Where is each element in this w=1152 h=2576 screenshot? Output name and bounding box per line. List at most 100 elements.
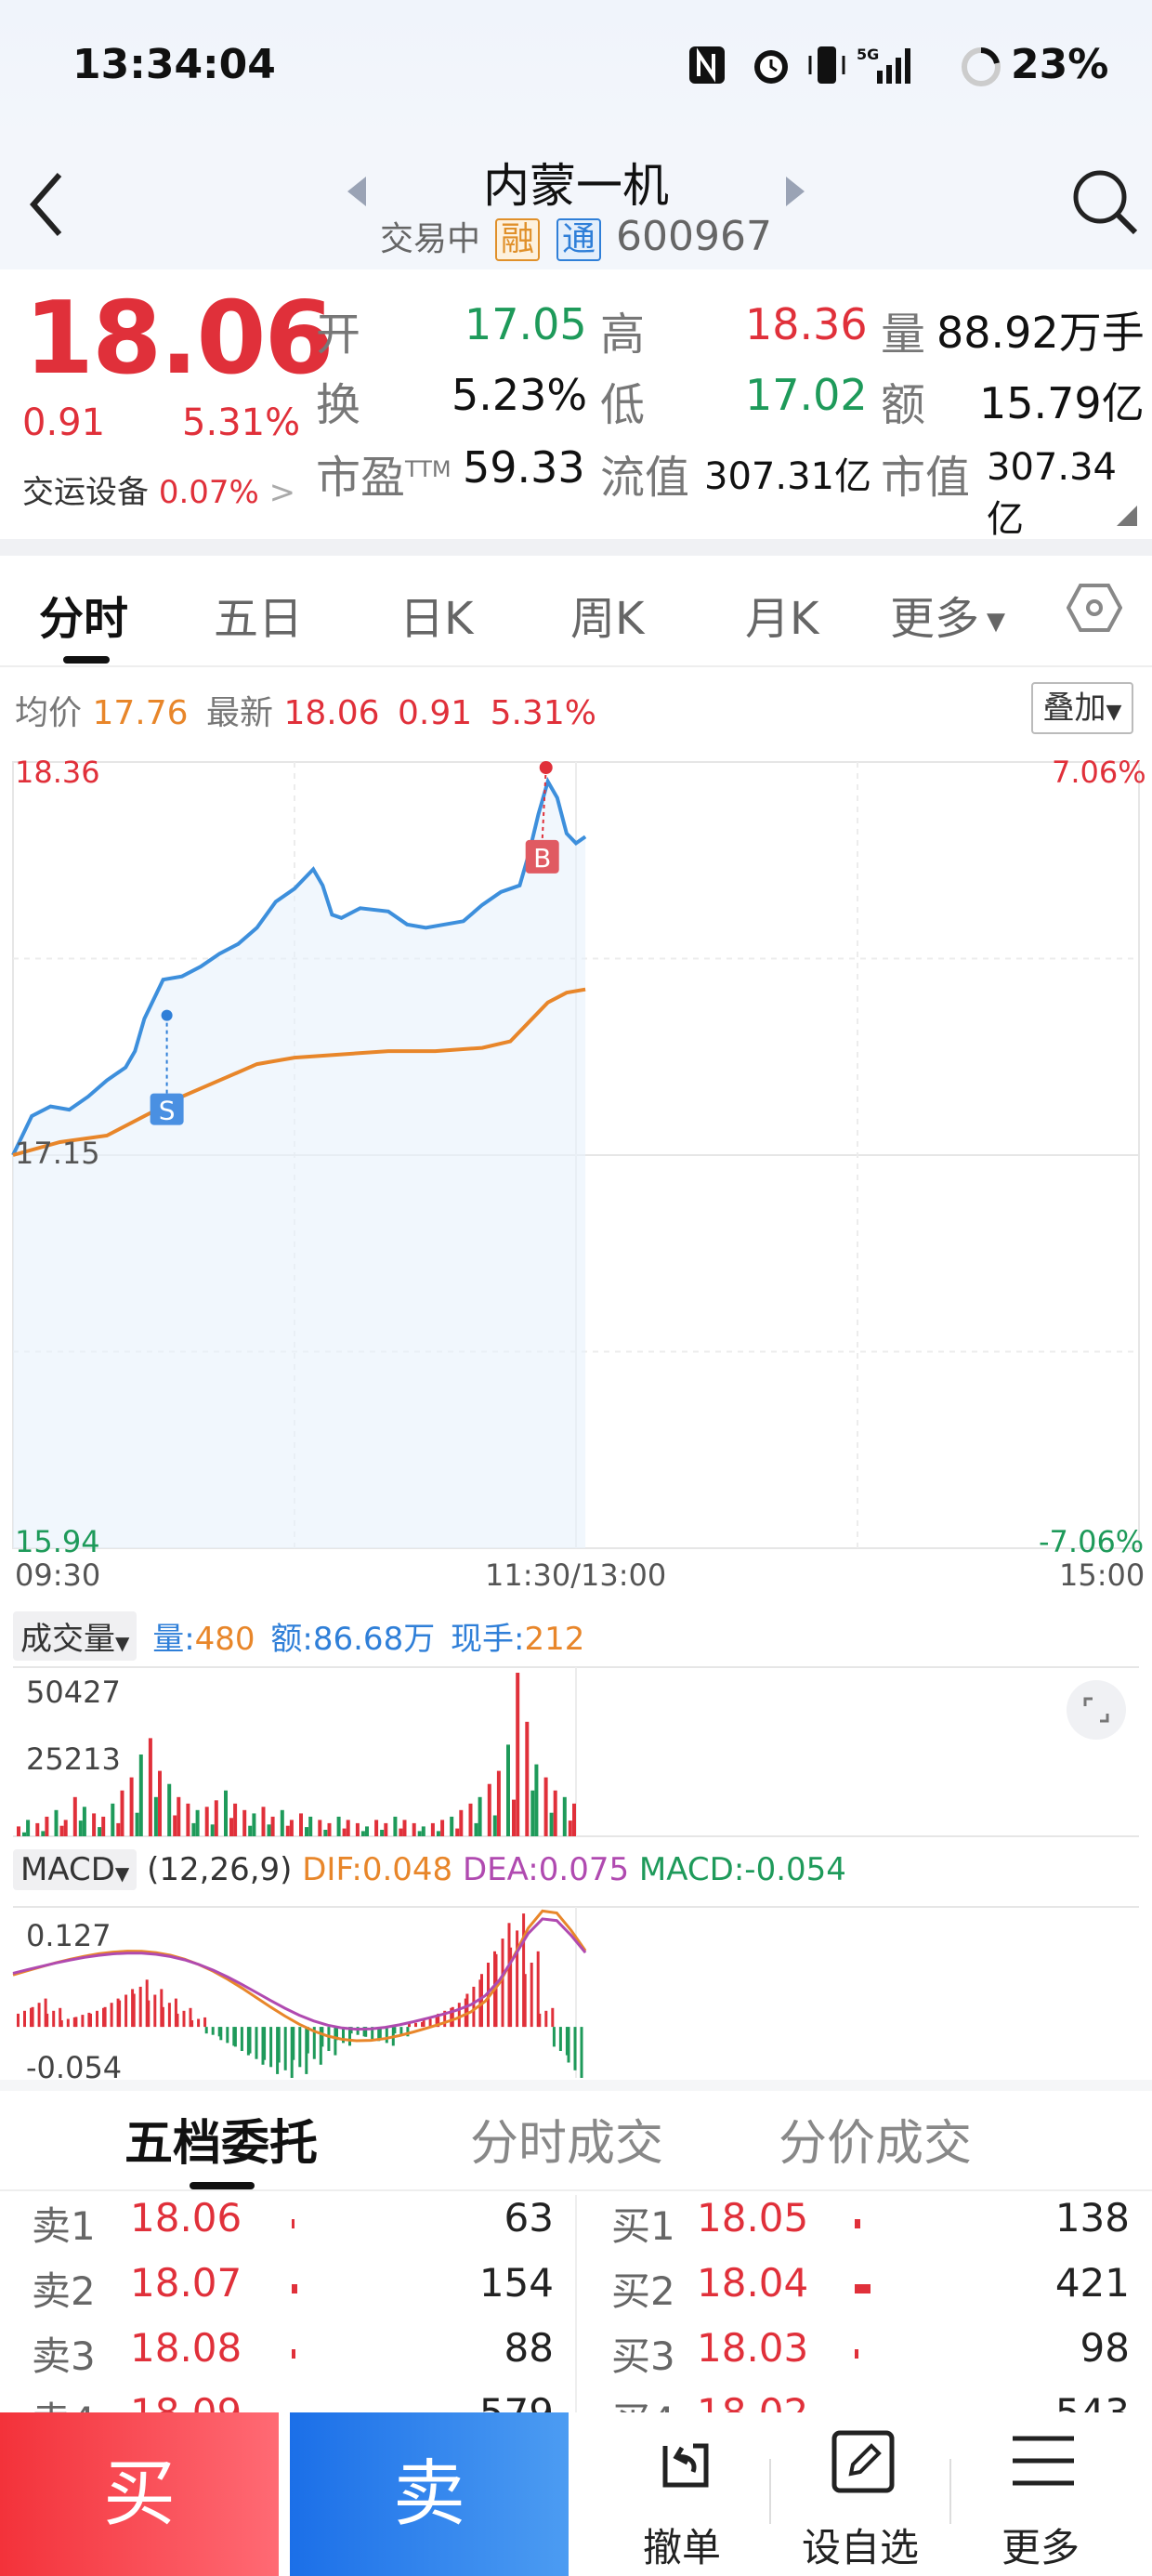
status-icons: 5G <box>689 46 1001 86</box>
overlay-button[interactable]: 叠加▼ <box>1031 682 1133 734</box>
buy-level-row[interactable]: 买2 18.04 421 <box>580 2260 1152 2325</box>
fullscreen-button[interactable] <box>1067 1680 1126 1740</box>
signal-icon: 5G <box>857 46 910 84</box>
add-watchlist-button[interactable]: 设自选 <box>777 2412 944 2576</box>
buy-level-label: 买3 <box>611 2333 675 2379</box>
macd-bar <box>31 2006 34 2028</box>
macd-bar <box>59 2007 62 2028</box>
high-value: 18.36 <box>745 299 868 349</box>
volume-bar <box>72 1796 77 1836</box>
volume-bar <box>153 1796 158 1836</box>
caret-down-icon: ▼ <box>987 608 1006 636</box>
low-label: 低 <box>600 379 646 431</box>
active-tab-indicator <box>190 2182 255 2189</box>
macd-bar <box>371 2027 374 2040</box>
macd-tick-top: 0.127 <box>26 1918 111 1953</box>
back-arrow-icon[interactable] <box>22 167 69 242</box>
buy-level-row[interactable]: 买3 18.03 98 <box>580 2325 1152 2390</box>
more-button[interactable]: 更多 <box>957 2412 1124 2576</box>
alarm-icon <box>754 50 788 84</box>
volume-bar <box>233 1803 238 1836</box>
cancel-order-button[interactable]: 撤单 <box>598 2412 766 2576</box>
sell-button[interactable]: 卖 <box>290 2412 569 2576</box>
tab-five-level[interactable]: 五档委托 <box>124 2116 319 2172</box>
macd-bar <box>437 2013 440 2028</box>
buy-volume-bar <box>855 2349 858 2359</box>
volume-bar <box>248 1825 253 1836</box>
macd-bar <box>153 1994 157 2028</box>
buy-level-price: 18.03 <box>697 2325 809 2371</box>
macd-bar <box>306 2027 309 2054</box>
status-bar: 13:34:04 5G 23% <box>0 0 1152 139</box>
prev-stock-icon[interactable] <box>346 175 368 208</box>
sell-level-row[interactable]: 卖2 18.07 154 <box>0 2260 572 2325</box>
volume-bar <box>280 1809 284 1836</box>
macd-bar <box>232 2027 236 2046</box>
macd-bar <box>37 2003 41 2028</box>
sell-level-row[interactable]: 卖1 18.06 63 <box>0 2195 572 2260</box>
macd-bar <box>217 2027 221 2037</box>
buy-level-price: 18.04 <box>697 2260 809 2306</box>
quote-panel: 18.06 0.91 5.31% 交运设备 0.07% > 开 17.05 高 … <box>0 269 1152 541</box>
volume-bar <box>365 1826 369 1836</box>
search-icon[interactable] <box>1068 165 1143 240</box>
float-cap-value: 307.31亿 <box>704 455 871 498</box>
menu-icon <box>1013 2436 1074 2486</box>
tab-week-k[interactable]: 周K <box>570 593 645 645</box>
sell-level-row[interactable]: 卖3 18.08 88 <box>0 2325 572 2390</box>
mkt-cap-label: 市值 <box>881 452 971 504</box>
open-value: 17.05 <box>465 299 587 349</box>
volume-bar <box>459 1809 464 1836</box>
volume-bar <box>17 1826 20 1836</box>
macd-bar <box>451 2006 454 2028</box>
macd-bar <box>81 2015 85 2028</box>
volume-bar <box>120 1790 124 1836</box>
volume-header: 成交量▼ 量:480 额:86.68万 现手:212 <box>13 1611 584 1661</box>
volume-bar <box>360 1831 365 1836</box>
volume-bar <box>158 1770 162 1836</box>
tab-tick-trades[interactable]: 分时成交 <box>470 2116 664 2172</box>
y-axis-mid-price: 17.15 <box>15 1136 100 1171</box>
buy-button[interactable]: 买 <box>0 2412 279 2576</box>
tab-more[interactable]: 更多 ▼ <box>890 582 1005 647</box>
tab-five-day[interactable]: 五日 <box>214 593 304 645</box>
macd-bar <box>197 2018 201 2028</box>
bottom-action-bar: 买 卖 撤单 设自选 更多 <box>0 2412 1152 2576</box>
volume-bar <box>393 1816 398 1836</box>
expand-corner-icon[interactable] <box>1117 506 1137 526</box>
tab-price-trades[interactable]: 分价成交 <box>779 2116 973 2172</box>
macd-bar <box>233 2027 237 2047</box>
sell-level-price: 18.07 <box>130 2260 242 2306</box>
buy-volume-bar <box>855 2284 871 2293</box>
tab-month-k[interactable]: 月K <box>745 593 819 645</box>
volume-bar <box>450 1816 454 1836</box>
volume-bar <box>45 1816 49 1836</box>
stock-header: 内蒙一机 交易中 融 通 600967 <box>0 139 1152 269</box>
caret-down-icon: ▼ <box>1106 701 1122 724</box>
macd-chart[interactable] <box>0 1901 1152 2080</box>
volume-bar <box>512 1799 516 1836</box>
macd-indicator-dropdown[interactable]: MACD▼ <box>13 1849 137 1890</box>
buy-level-row[interactable]: 买1 18.05 138 <box>580 2195 1152 2260</box>
volume-bar <box>568 1820 572 1836</box>
macd-bar <box>319 2027 322 2065</box>
tab-day-k[interactable]: 日K <box>399 593 474 645</box>
sector-info[interactable]: 交运设备 0.07% > <box>22 467 295 512</box>
y-axis-top-pct: 7.06% <box>1052 755 1146 790</box>
macd-bar <box>145 1979 149 2028</box>
volume-chart[interactable] <box>0 1663 1152 1840</box>
volume-bar <box>242 1809 247 1836</box>
macd-bar <box>530 1963 533 2028</box>
macd-bar <box>487 1963 490 2028</box>
chart-tabs: 分时 五日 日K 周K 月K 更多 ▼ <box>0 556 1152 667</box>
settings-hexagon-icon[interactable] <box>1067 580 1122 636</box>
battery-level: 23% <box>1011 41 1109 88</box>
intraday-price-chart[interactable]: SB <box>0 743 1152 1580</box>
macd-bar <box>312 2027 316 2059</box>
tab-intraday[interactable]: 分时 <box>39 593 129 645</box>
macd-bar <box>290 2027 294 2078</box>
sell-marker <box>150 1093 184 1125</box>
macd-bar <box>536 1951 540 2028</box>
volume-indicator-dropdown[interactable]: 成交量▼ <box>13 1611 137 1661</box>
next-stock-icon[interactable] <box>784 175 806 208</box>
